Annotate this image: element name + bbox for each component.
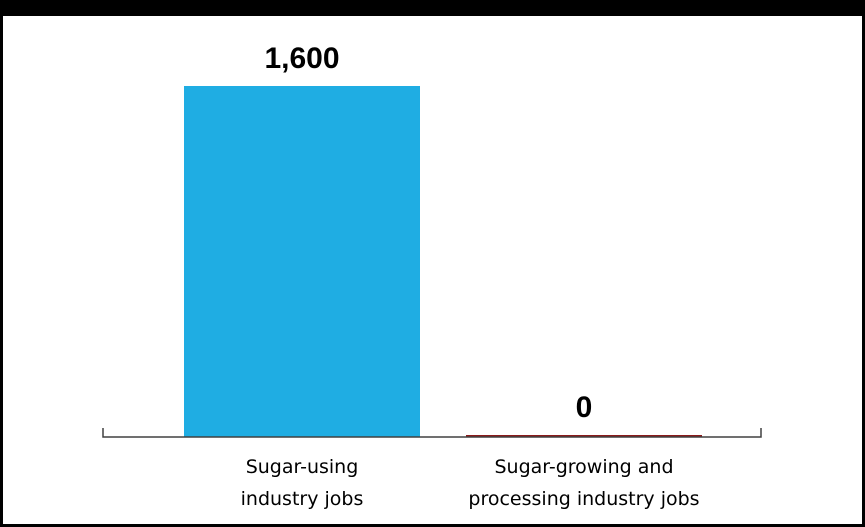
value-labels-group: 1,600 0 [264,42,592,424]
value-label-2: 0 [576,391,593,424]
bars-group [184,86,702,437]
category-label-2-line-1: Sugar-growing and [494,456,673,478]
category-label-2-line-2: processing industry jobs [468,488,699,510]
category-label-1-line-1: Sugar-using [246,456,359,478]
category-labels-group: Sugar-using industry jobs Sugar-growing an… [241,456,700,510]
value-label-1: 1,600 [264,42,339,75]
x-axis [102,428,762,438]
category-label-1-line-2: industry jobs [241,488,364,510]
x-axis-line [102,428,762,438]
bar-1 [184,86,420,437]
bar-2 [466,435,702,437]
